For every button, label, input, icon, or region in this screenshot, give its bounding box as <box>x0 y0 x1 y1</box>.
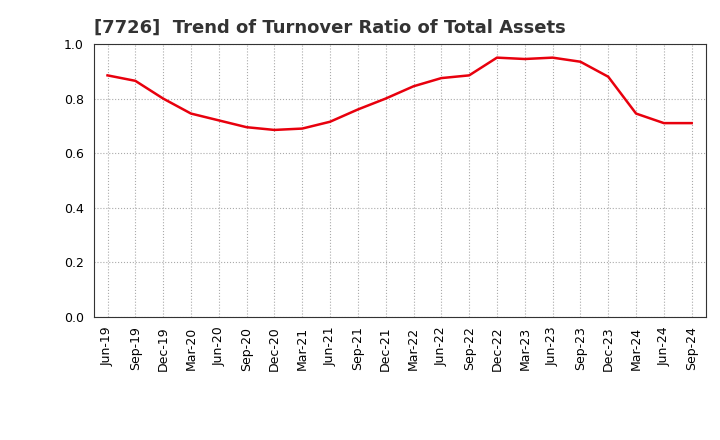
Text: [7726]  Trend of Turnover Ratio of Total Assets: [7726] Trend of Turnover Ratio of Total … <box>94 19 565 37</box>
